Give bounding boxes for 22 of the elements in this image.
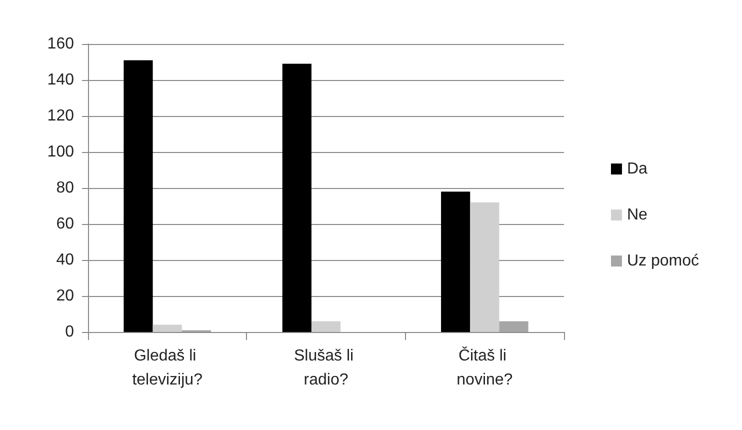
x-tick-label: Slušaš li radio? [294,348,358,388]
y-tick-label: 160 [47,36,74,52]
bar [311,321,341,332]
bar [124,60,153,332]
legend-label: Ne [626,206,648,224]
y-tick-label: 60 [56,216,74,232]
x-tick-label: Gledaš li televiziju? [132,348,203,388]
bar [470,202,500,332]
y-tick-label: 80 [56,180,74,196]
bar [441,192,470,332]
y-tick-label: 0 [65,324,74,340]
x-tick-label: Čitaš li novine? [456,346,513,388]
bar [282,64,312,332]
legend-label: Uz pomoć [626,252,700,270]
y-tick-label: 20 [56,288,74,304]
y-tick-label: 120 [47,108,74,124]
y-tick-label: 40 [56,252,74,268]
y-tick-label: 100 [47,144,74,160]
legend-label: Da [626,160,648,178]
bar [499,321,528,332]
bar [152,324,182,332]
y-tick-label: 140 [47,72,74,88]
